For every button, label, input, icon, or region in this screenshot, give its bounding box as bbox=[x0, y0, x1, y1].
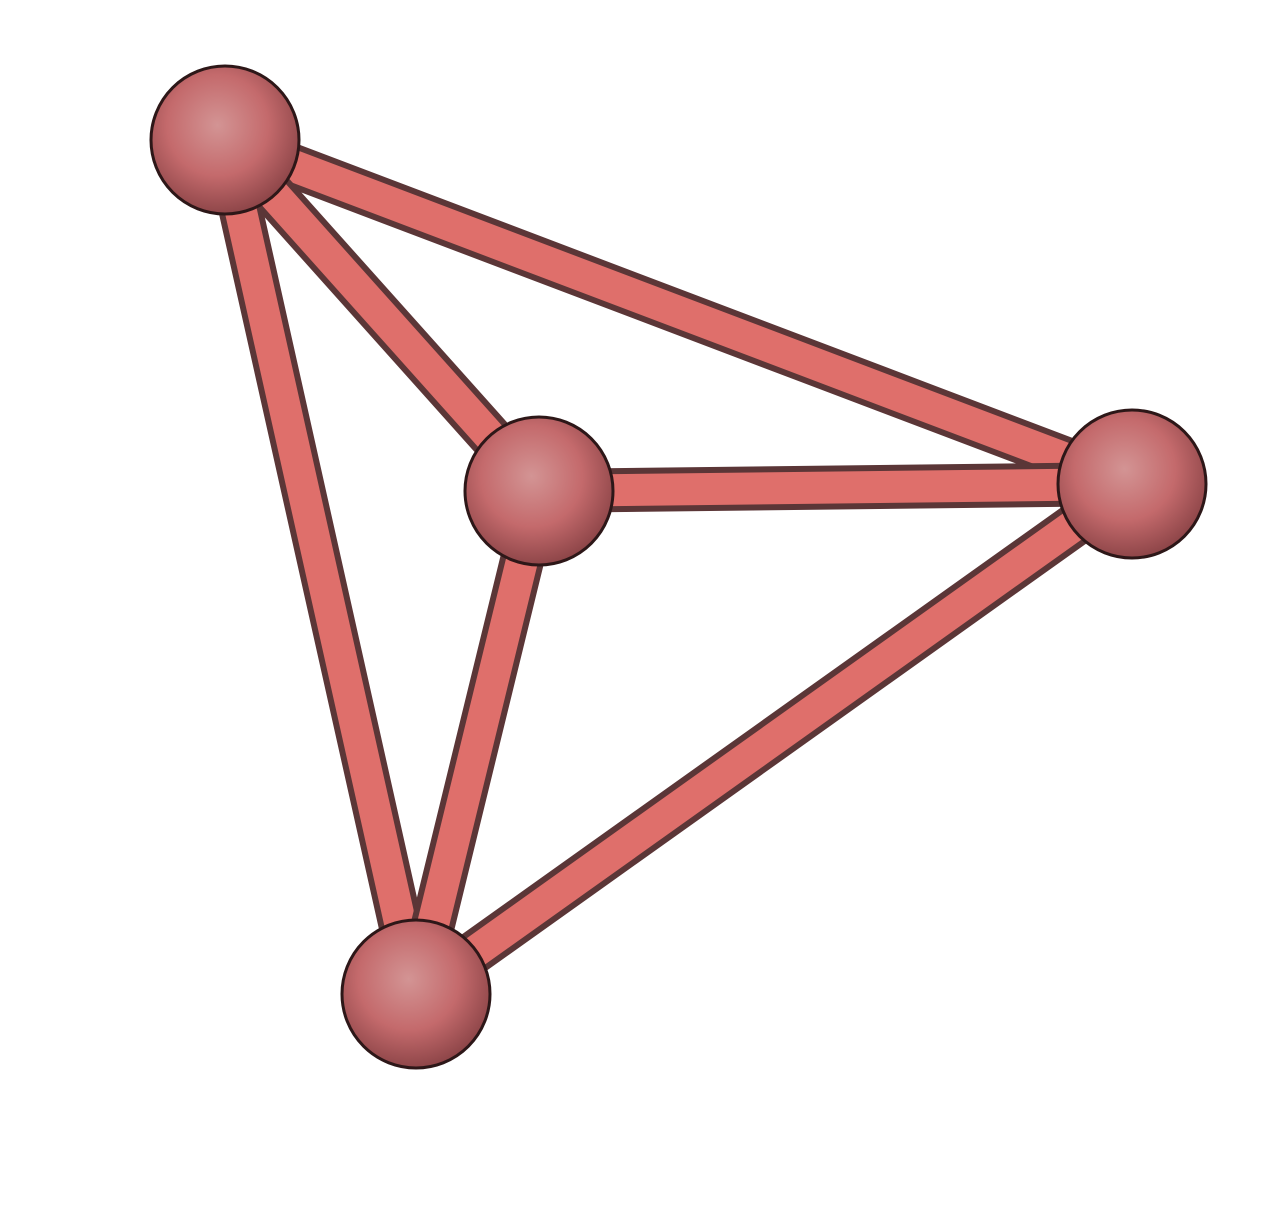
edge-top-left-right bbox=[203, 118, 1154, 506]
node-bottom bbox=[340, 918, 492, 1070]
edge-center-bottom bbox=[394, 469, 561, 1016]
node-right bbox=[1056, 408, 1208, 560]
edge-top-left-center bbox=[203, 118, 561, 513]
edge-center-right bbox=[517, 462, 1154, 513]
edge-top-left-bottom bbox=[203, 118, 438, 1016]
nodes-layer bbox=[149, 64, 1208, 1070]
edge-right-bottom bbox=[394, 462, 1154, 1016]
node-center bbox=[463, 415, 615, 567]
edges-layer bbox=[203, 118, 1154, 1016]
node-top-left bbox=[149, 64, 301, 216]
